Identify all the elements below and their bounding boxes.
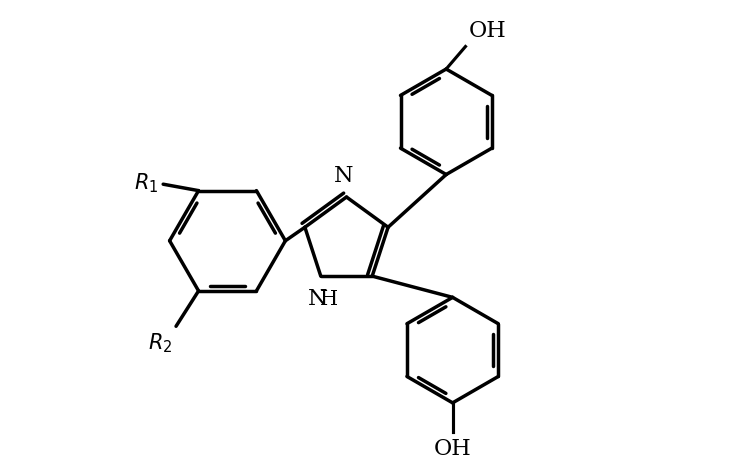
Text: OH: OH	[434, 438, 472, 460]
Text: N: N	[308, 288, 328, 310]
Text: $R_1$: $R_1$	[134, 171, 158, 195]
Text: N: N	[334, 165, 353, 187]
Text: H: H	[320, 290, 337, 309]
Text: OH: OH	[469, 20, 506, 42]
Text: $R_2$: $R_2$	[148, 331, 173, 355]
